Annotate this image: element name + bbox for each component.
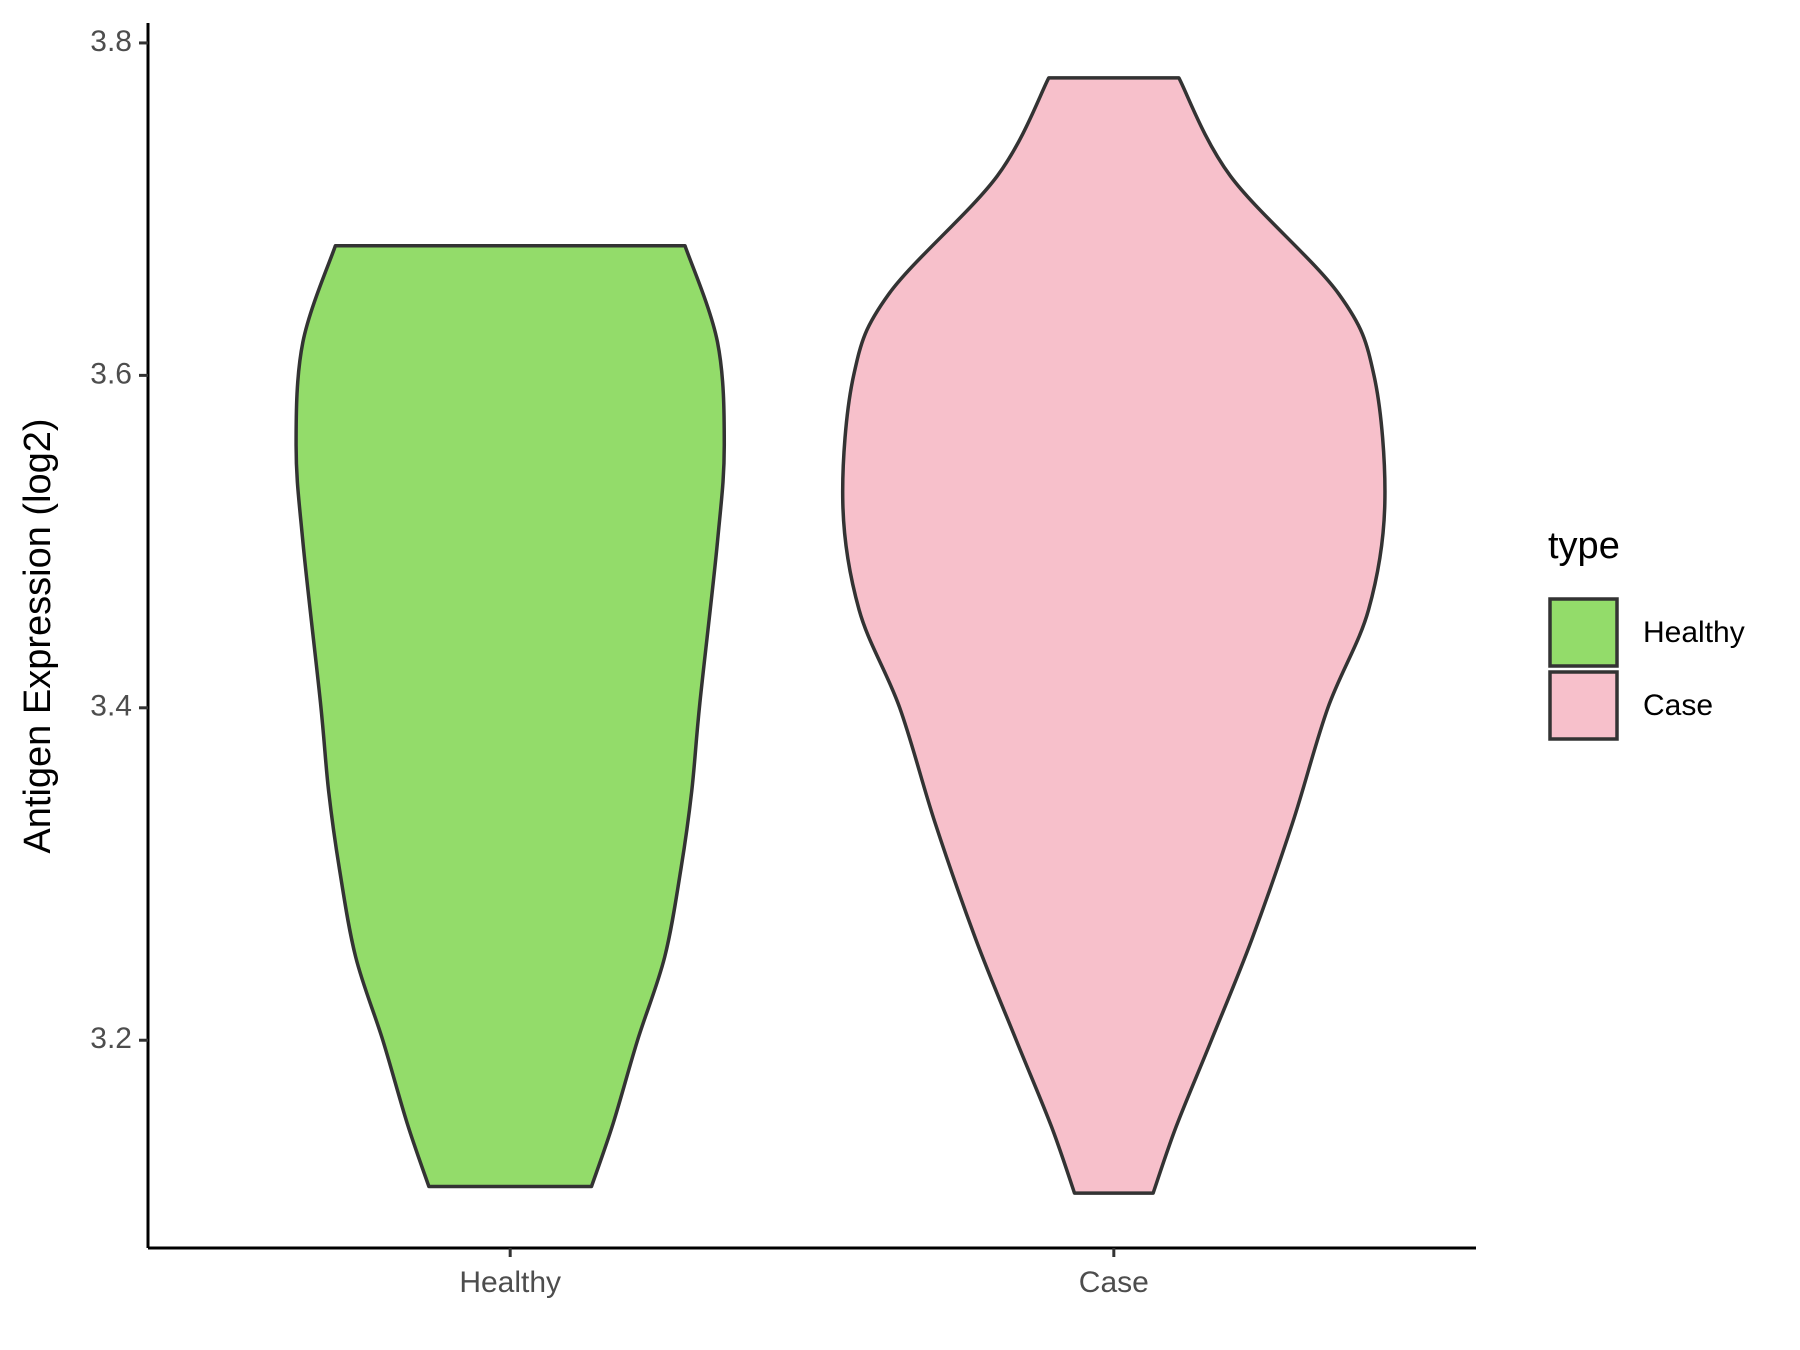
x-tick-label: Healthy	[459, 1266, 561, 1299]
legend-title: type	[1548, 525, 1620, 567]
y-axis-title: Antigen Expression (log2)	[17, 418, 59, 853]
violin	[840, 76, 1387, 1195]
y-tick-label: 3.6	[90, 357, 132, 390]
y-tick-label: 3.2	[90, 1022, 132, 1055]
legend-key	[1548, 597, 1619, 668]
legend-key	[1548, 670, 1619, 741]
y-tick-label: 3.4	[90, 690, 132, 723]
violin	[294, 243, 727, 1189]
legend-label: Case	[1643, 689, 1713, 722]
legend-label: Healthy	[1643, 616, 1745, 649]
y-tick-label: 3.8	[90, 25, 132, 58]
x-tick-label: Case	[1079, 1266, 1149, 1299]
